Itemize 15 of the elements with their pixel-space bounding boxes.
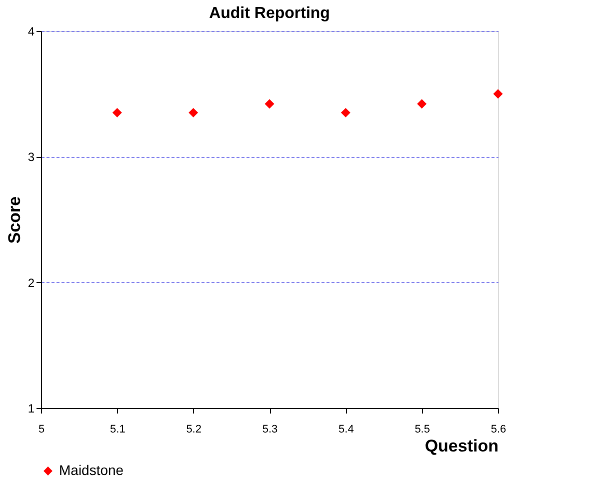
chart-title: Audit Reporting — [209, 5, 330, 22]
x-tick-label: 5.5 — [414, 424, 430, 436]
x-tick-label: 5.1 — [110, 424, 126, 436]
legend-label: Maidstone — [59, 462, 124, 478]
y-tick-label: 1 — [28, 402, 35, 416]
y-axis-title: Score — [4, 196, 24, 244]
y-tick-label: 2 — [28, 276, 35, 290]
x-tick-label: 5.3 — [262, 424, 278, 436]
x-tick-label: 5 — [38, 424, 45, 436]
y-tick-label: 3 — [28, 150, 35, 164]
x-tick-label: 5.2 — [186, 424, 202, 436]
x-tick-label: 5.6 — [490, 424, 506, 436]
x-axis-title: Question — [424, 436, 498, 456]
x-tick-label: 5.4 — [338, 424, 354, 436]
y-tick-label: 4 — [28, 24, 35, 38]
